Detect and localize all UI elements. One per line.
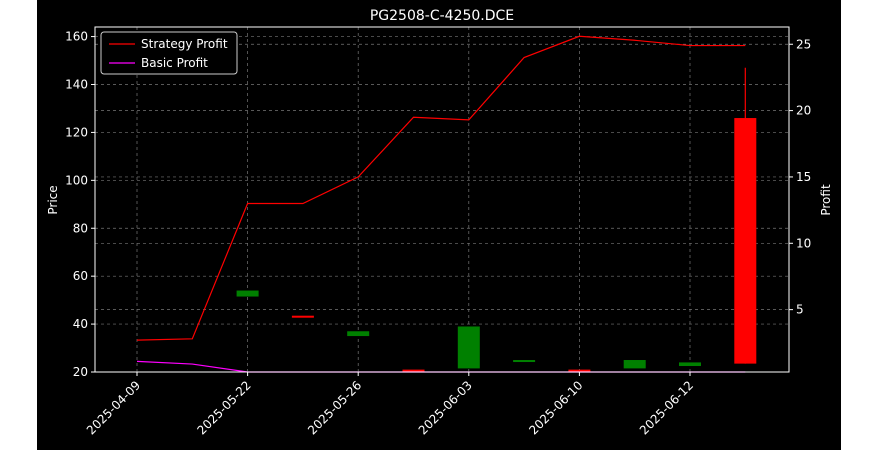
candle-body bbox=[347, 331, 370, 337]
legend-label-strategy: Strategy Profit bbox=[141, 37, 228, 51]
y-tick-label-right: 15 bbox=[796, 170, 811, 184]
chart-canvas: PG2508-C-4250.DCE 20 40 60 80 100 120 140 160 5 1… bbox=[37, 0, 841, 450]
candle-body bbox=[291, 315, 314, 318]
basic-profit-line bbox=[136, 360, 746, 373]
y-tick-label-left: 120 bbox=[65, 125, 88, 139]
y-tick-label-left: 20 bbox=[73, 365, 88, 379]
chart-title: PG2508-C-4250.DCE bbox=[370, 8, 514, 24]
candle-body bbox=[734, 118, 757, 364]
y-tick-label-right: 5 bbox=[796, 303, 804, 317]
y-tick-label-left: 60 bbox=[73, 269, 88, 283]
plot-frame bbox=[94, 26, 790, 373]
x-tick-label: 2025-05-26 bbox=[305, 378, 364, 437]
candle-body bbox=[513, 360, 536, 363]
legend: Strategy Profit Basic Profit bbox=[100, 31, 238, 75]
y-tick-label-left: 140 bbox=[65, 78, 88, 92]
y-tick-label-left: 100 bbox=[65, 173, 88, 187]
candle-body bbox=[679, 362, 701, 367]
y-tick-label-left: 80 bbox=[73, 221, 88, 235]
x-tick-label: 2025-06-10 bbox=[526, 378, 585, 437]
y-axis-label-left: Price bbox=[46, 185, 60, 214]
y-tick-label-left: 40 bbox=[73, 317, 88, 331]
candle-body bbox=[568, 369, 591, 372]
strategy-profit-line bbox=[136, 35, 746, 341]
x-tick-label: 2025-06-03 bbox=[416, 378, 475, 437]
x-tick-label: 2025-06-12 bbox=[637, 378, 696, 437]
candle-body bbox=[457, 326, 480, 369]
y-tick-label-right: 25 bbox=[796, 37, 811, 51]
y-tick-label-left: 160 bbox=[65, 30, 88, 44]
candle-body bbox=[236, 290, 259, 297]
chart-svg: PG2508-C-4250.DCE 20 40 60 80 100 120 140 160 5 1… bbox=[46, 8, 833, 437]
y-tick-label-right: 20 bbox=[796, 104, 811, 118]
x-tick-label: 2025-05-22 bbox=[195, 378, 254, 437]
x-tick-label: 2025-04-09 bbox=[84, 378, 143, 437]
y-axis-label-right: Profit bbox=[819, 184, 833, 216]
candle-body bbox=[623, 360, 646, 369]
y-tick-label-right: 10 bbox=[796, 236, 811, 250]
candle-body bbox=[402, 369, 425, 372]
legend-label-basic: Basic Profit bbox=[141, 56, 208, 70]
